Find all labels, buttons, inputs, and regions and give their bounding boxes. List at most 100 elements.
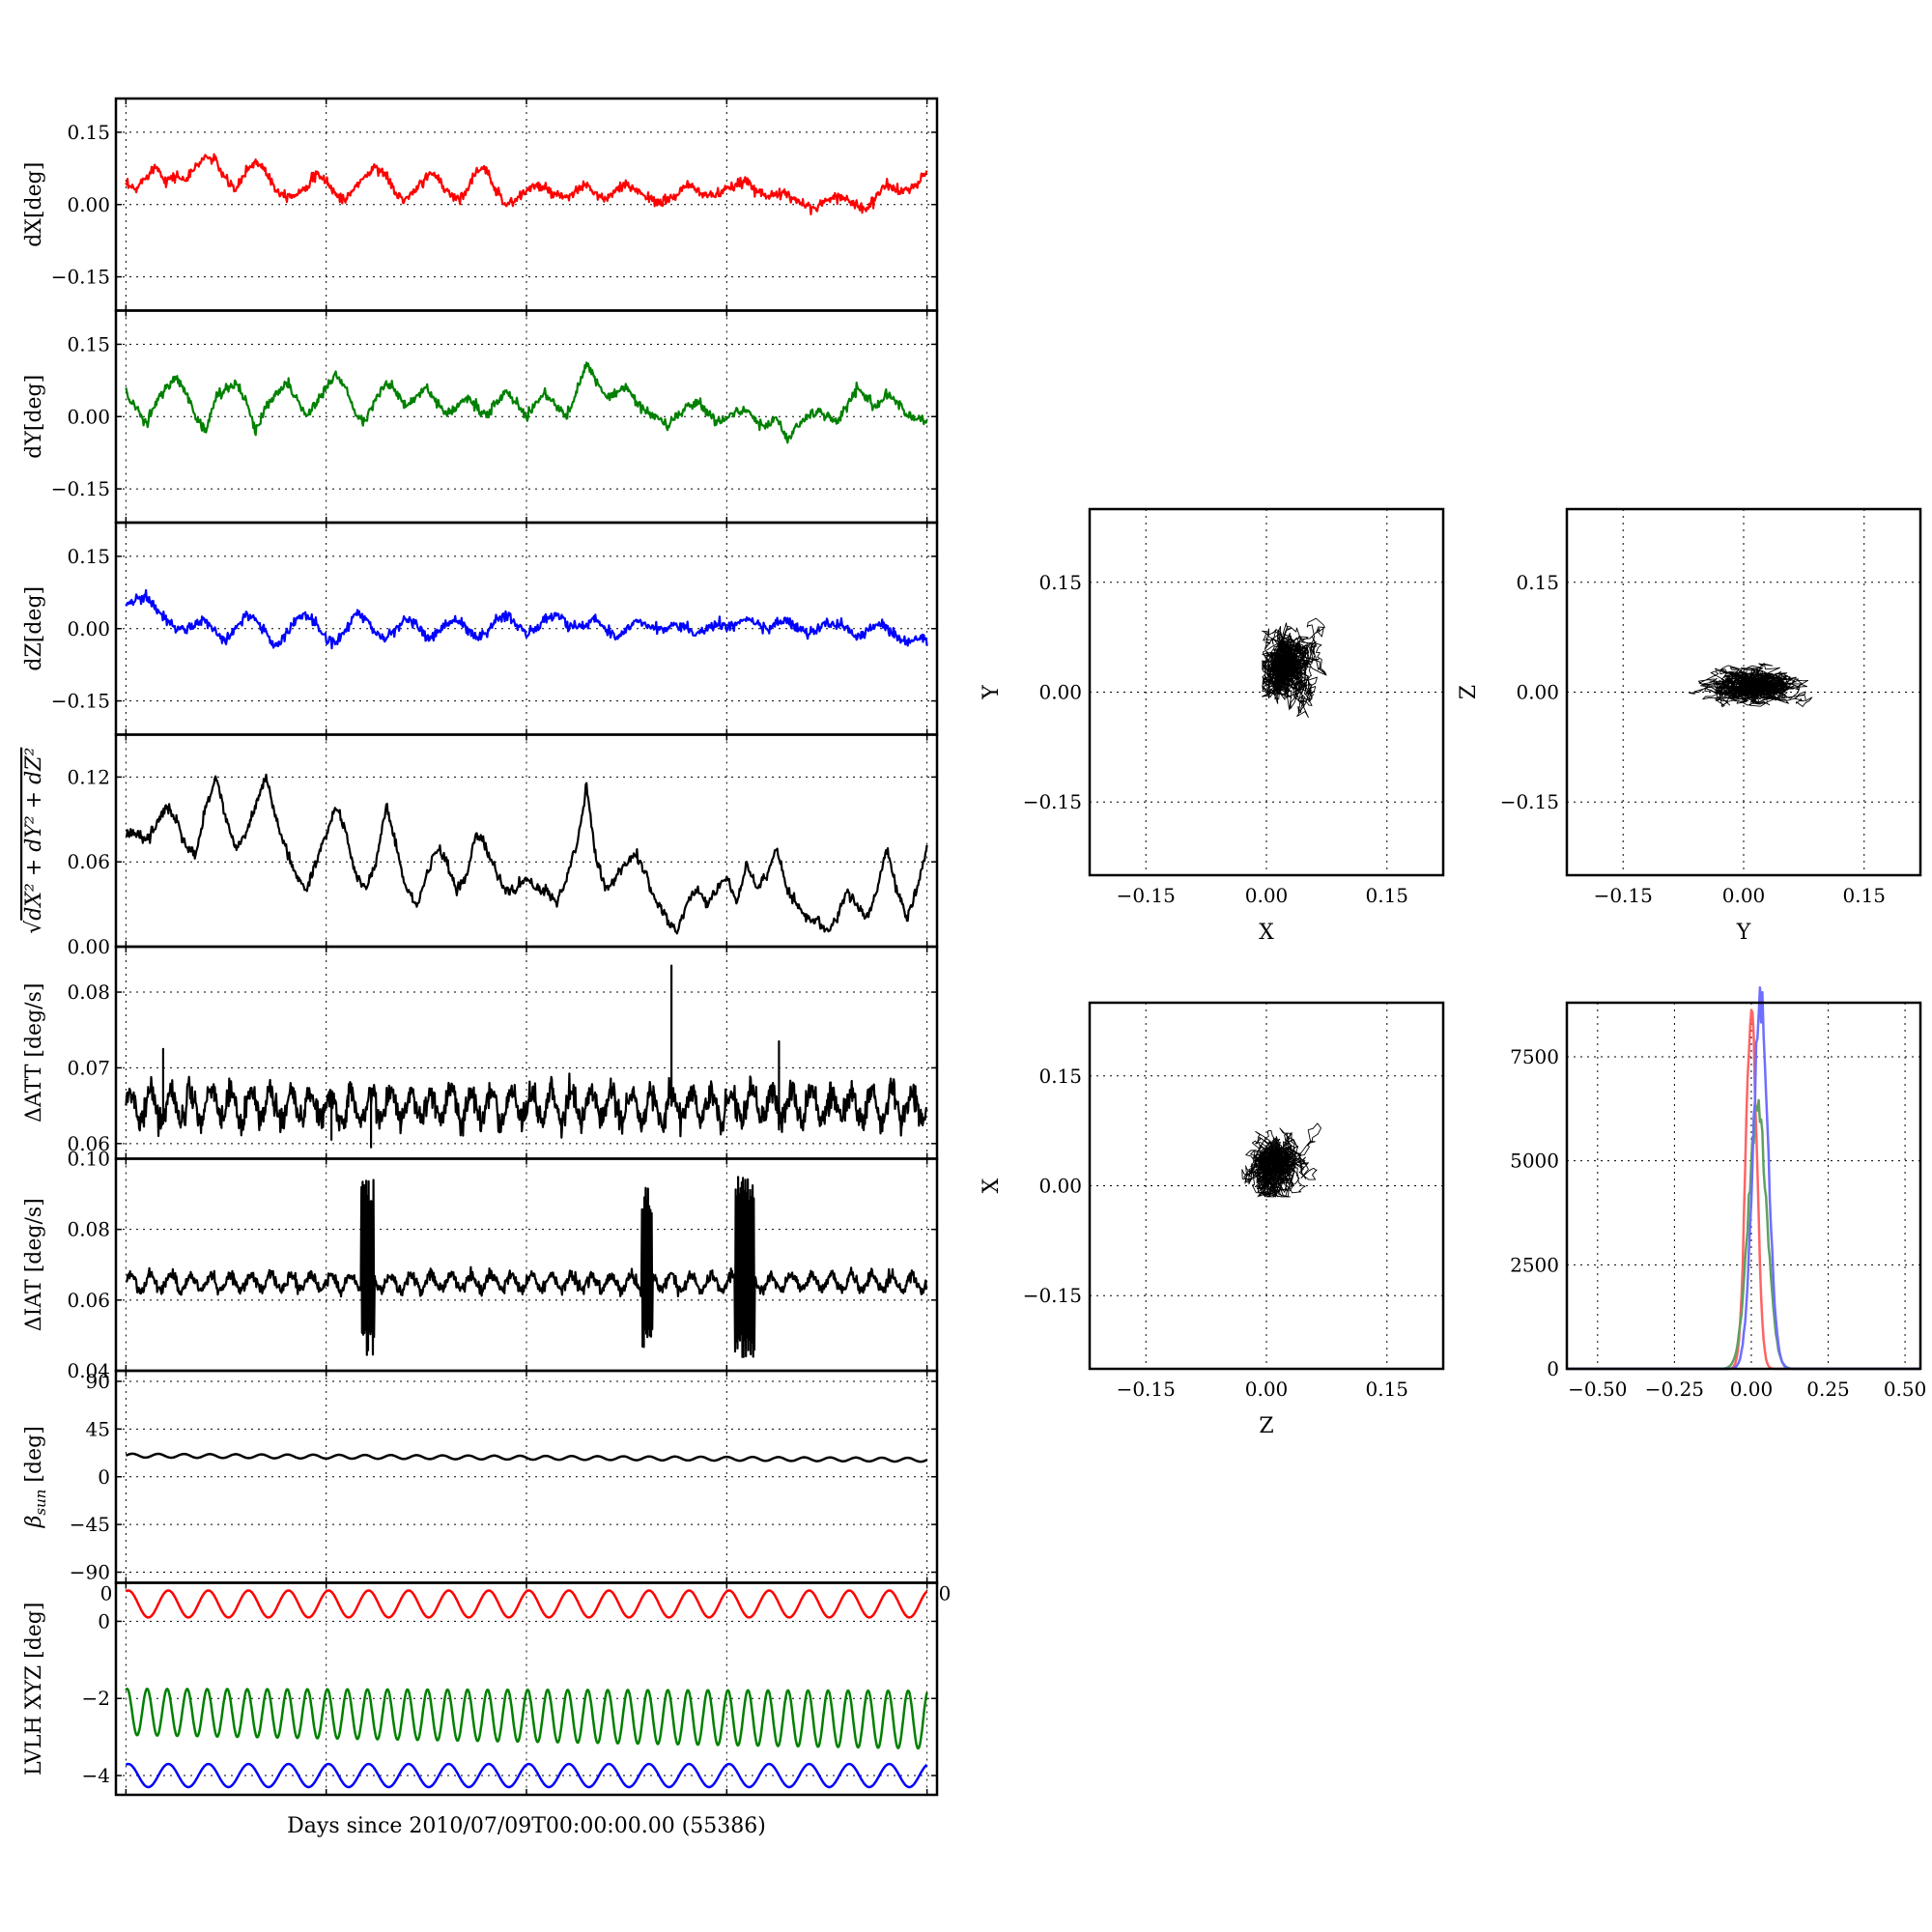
y-tick-label: 0.07 — [67, 1056, 110, 1079]
y-tick-label: −0.15 — [51, 477, 110, 500]
y-tick-label: 7500 — [1510, 1045, 1559, 1068]
y-axis-label: ΔIAT [deg/s] — [22, 1198, 46, 1331]
y-tick-label: 0.00 — [67, 193, 110, 216]
y-tick-label: 0.00 — [67, 405, 110, 428]
series-line — [125, 964, 928, 1149]
y-tick-label: 0 — [98, 1609, 110, 1633]
histogram-series — [1567, 986, 1920, 1371]
y-tick-label: −0.15 — [1023, 790, 1082, 813]
series-line — [125, 1176, 928, 1358]
series-line — [125, 361, 928, 444]
y-tick-label: 0.15 — [1038, 571, 1082, 594]
scatter-trace — [1689, 663, 1813, 708]
y-tick-label: 0 — [98, 1465, 110, 1489]
y-tick-label: −2 — [82, 1687, 110, 1710]
y-tick-label: 0.08 — [67, 980, 110, 1004]
y-axis-label: Y — [980, 685, 1004, 700]
x-axis-label: X — [1259, 921, 1274, 945]
y-tick-label: 0.15 — [67, 332, 110, 355]
y-tick-label: 0.04 — [67, 1359, 110, 1382]
y-axis-label: LVLH XYZ [deg] — [22, 1603, 46, 1776]
y-tick-label: 90 — [86, 1370, 110, 1393]
x-tick-label: −0.25 — [1645, 1378, 1704, 1401]
y-tick-label: 0.06 — [67, 850, 110, 873]
x-tick-label: 0.25 — [1806, 1378, 1850, 1401]
panel-frame — [1088, 507, 1445, 877]
series-line — [125, 153, 928, 215]
y-tick-label: 0.06 — [67, 1132, 110, 1155]
x-tick-label: 0.15 — [1843, 884, 1887, 907]
y-tick-label: 0.00 — [67, 935, 110, 958]
y-axis-label: dY[deg] — [22, 375, 46, 459]
y-tick-label: 0.12 — [67, 765, 110, 788]
y-tick-label: 0.08 — [67, 1218, 110, 1241]
x-tick-label: 0.00 — [1245, 884, 1289, 907]
y-tick-label: −0.15 — [51, 266, 110, 289]
x-tick-label: 0.00 — [1245, 1378, 1289, 1401]
x-tick-label: 0.15 — [1366, 884, 1409, 907]
y-tick-label: 0.00 — [1038, 1175, 1082, 1198]
scatter-panel-ZX: −0.15 −0.15 0.00 0.00 0.15 0.15 Z X — [980, 1001, 1445, 1438]
panels: 0.150.00−0.15dX[deg]0.150.00−0.15dY[deg]… — [22, 97, 1927, 1797]
y-tick-label: 0.15 — [67, 545, 110, 568]
panel-frame — [114, 1581, 939, 1797]
series-line — [125, 1688, 928, 1750]
x-axis-label: Z — [1259, 1414, 1273, 1438]
y-tick-label: −90 — [70, 1561, 110, 1584]
y-tick-label: −4 — [82, 1764, 110, 1787]
edge-tick-label: 0 — [100, 1582, 113, 1605]
timeseries-panel-8: 0 −2 −4 LVLH XYZ [deg] 0 0 — [22, 1582, 952, 1795]
y-tick-label: −45 — [70, 1513, 110, 1536]
y-tick-label: 0.00 — [1516, 681, 1559, 704]
x-tick-label: −0.15 — [1117, 1378, 1176, 1401]
histogram-panel: −0.50 −0.25 0.00 0.25 0.50 7500 5000 2500 0 — [1510, 986, 1927, 1401]
x-tick-label: −0.15 — [1594, 884, 1653, 907]
scatter-trace — [1262, 617, 1327, 719]
scatter-panel-YZ: −0.15 −0.15 0.00 0.00 0.15 0.15 Y Z — [1457, 507, 1922, 945]
y-tick-label: 0.06 — [67, 1289, 110, 1312]
y-axis-label: √dX² + dY² + dZ² — [22, 748, 46, 934]
timeseries-panel-7: 90 45 0 −45 −90 βsun [deg] — [22, 1370, 937, 1584]
histogram-series — [1567, 1009, 1920, 1371]
y-tick-label: 2500 — [1510, 1253, 1559, 1276]
series-line — [125, 1762, 928, 1789]
timeseries-panel-4: 0.12 0.06 0.00 √dX² + dY² + dZ² — [22, 734, 937, 958]
x-tick-label: 0.15 — [1366, 1378, 1409, 1401]
x-tick-label: 0.00 — [1730, 1378, 1774, 1401]
y-tick-label: −0.15 — [51, 690, 110, 713]
x-axis-label: Y — [1736, 921, 1751, 945]
x-tick-label: −0.50 — [1568, 1378, 1627, 1401]
y-tick-label: −0.15 — [1023, 1284, 1082, 1307]
series-line — [126, 773, 928, 935]
x-tick-label: 0.00 — [1722, 884, 1766, 907]
timeseries-panel-5: 0.08 0.07 0.06 ΔATT [deg/s] — [22, 947, 937, 1159]
edge-tick-label: 0 — [939, 1582, 952, 1605]
x-tick-label: −0.15 — [1117, 884, 1176, 907]
series-line — [125, 588, 928, 650]
y-axis-label: dX[deg] — [22, 162, 46, 247]
y-tick-label: 0.00 — [1038, 681, 1082, 704]
y-tick-label: 0.15 — [67, 121, 110, 144]
y-tick-label: 0.15 — [1516, 571, 1559, 594]
y-axis-label: βsun [deg] — [22, 1426, 49, 1528]
y-axis-label: Z — [1457, 685, 1481, 699]
y-axis-label: dZ[deg] — [22, 586, 46, 671]
y-tick-label: 0.10 — [67, 1148, 110, 1171]
y-axis-label: X — [980, 1178, 1004, 1193]
panel-frame — [1088, 1001, 1445, 1371]
y-tick-label: 0.15 — [1038, 1065, 1082, 1088]
y-axis-label: ΔATT [deg/s] — [22, 983, 46, 1122]
figure-xlabel: Days since 2010/07/09T00:00:00.00 (55386… — [287, 1814, 766, 1838]
y-tick-label: −0.15 — [1500, 790, 1559, 813]
series-line — [125, 1452, 928, 1463]
y-tick-label: 0.00 — [67, 617, 110, 640]
timeseries-panel-6: 0.10 0.08 0.06 0.04 ΔIAT [deg/s] — [22, 1148, 937, 1382]
x-tick-label: 0.50 — [1884, 1378, 1927, 1401]
scatter-panel-XY: −0.15 −0.15 0.00 0.00 0.15 0.15 X Y — [980, 507, 1445, 945]
series-line — [125, 1589, 928, 1619]
panel-frame — [114, 1157, 939, 1373]
panel-frame — [1565, 507, 1922, 877]
